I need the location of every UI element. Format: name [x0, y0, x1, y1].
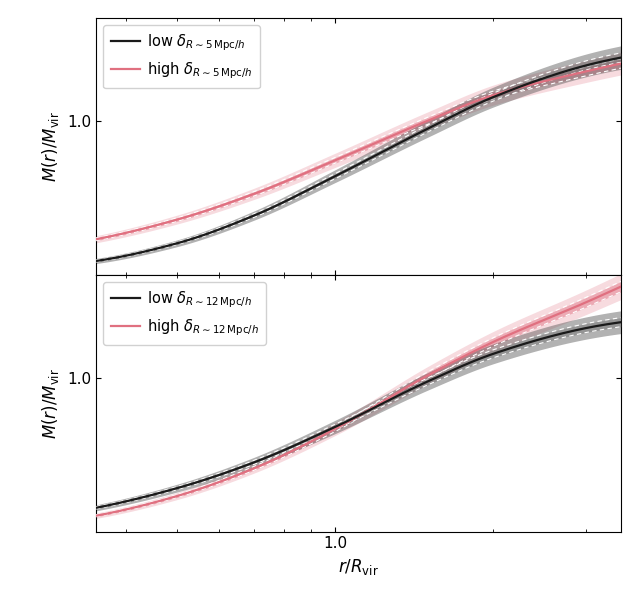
Legend: low $\delta_{R\sim 5\,\mathrm{Mpc}/h}$, high $\delta_{R\sim 5\,\mathrm{Mpc}/h}$: low $\delta_{R\sim 5\,\mathrm{Mpc}/h}$, …	[103, 25, 260, 89]
X-axis label: $r/R_\mathrm{vir}$: $r/R_\mathrm{vir}$	[338, 557, 379, 577]
Y-axis label: $M(r)/M_\mathrm{vir}$: $M(r)/M_\mathrm{vir}$	[40, 111, 61, 182]
Y-axis label: $M(r)/M_\mathrm{vir}$: $M(r)/M_\mathrm{vir}$	[40, 368, 61, 439]
Legend: low $\delta_{R\sim 12\,\mathrm{Mpc}/h}$, high $\delta_{R\sim 12\,\mathrm{Mpc}/h}: low $\delta_{R\sim 12\,\mathrm{Mpc}/h}$,…	[103, 282, 266, 345]
